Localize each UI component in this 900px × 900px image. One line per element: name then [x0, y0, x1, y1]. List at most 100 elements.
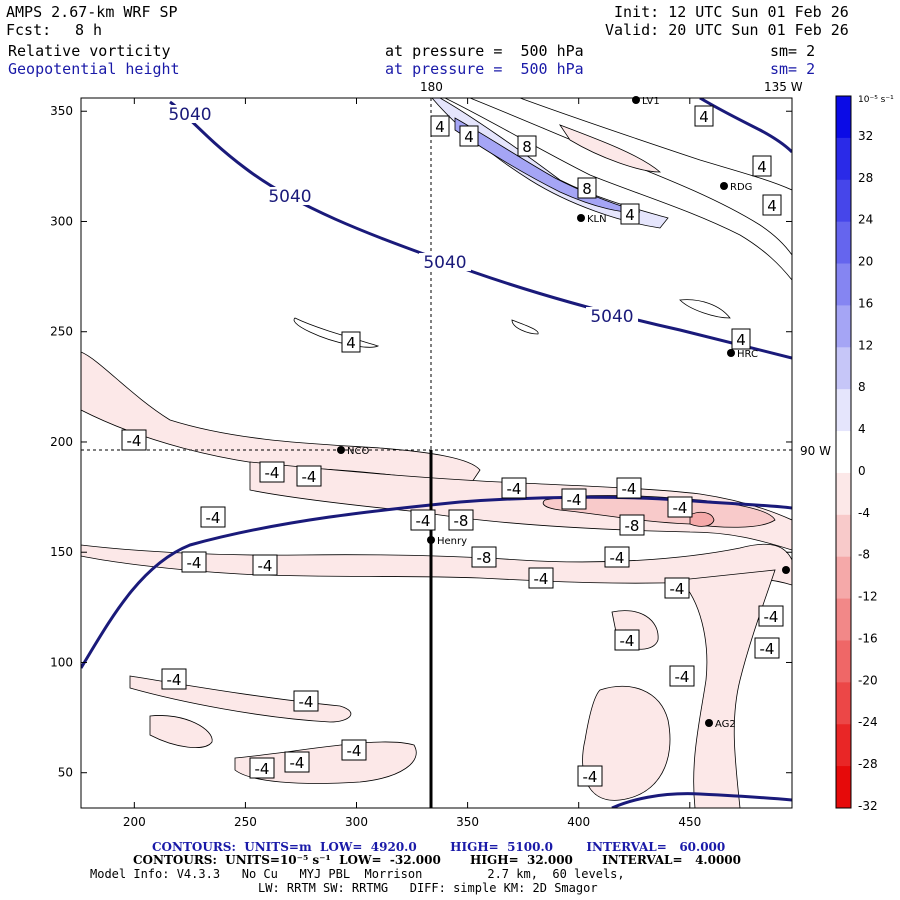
vort-label-box — [161, 668, 187, 690]
vort-label-box — [249, 757, 275, 779]
vort-label-box — [694, 105, 714, 127]
colorbar-label: 8 — [858, 380, 866, 394]
vort-label-box — [752, 155, 772, 177]
pos-vort-core — [454, 117, 641, 213]
vort-label-box — [731, 328, 751, 350]
vort-label-box — [181, 551, 207, 573]
vort-label: 8 — [522, 138, 532, 156]
footer-contours-vort: CONTOURS: UNITS=10⁻⁵ s⁻¹ LOW= -32.000 HI… — [133, 853, 741, 867]
colorbar: 32 28 24 20 16 12 8 4 0 -4 -8 -12 -16 -20 -24 -28 -32 — [835, 95, 878, 813]
vort-label-box — [259, 461, 285, 483]
neg-vort-band-west — [81, 351, 481, 486]
vort-label: -4 — [290, 754, 305, 772]
vort-label-box — [528, 567, 554, 589]
vort-label: -4 — [127, 432, 142, 450]
vort-label: -4 — [583, 768, 598, 786]
x-tick-label: 250 — [234, 815, 257, 829]
colorbar-swatch — [836, 347, 851, 390]
colorbar-swatch — [836, 179, 851, 223]
height-ne — [699, 98, 792, 154]
vort-label-box — [459, 125, 479, 147]
colorbar-label: 20 — [858, 255, 873, 269]
colorbar-label: -28 — [858, 757, 878, 771]
vort-label-box — [430, 115, 450, 137]
vort-label-box — [341, 739, 367, 761]
vort-label: -4 — [673, 499, 688, 517]
sm2: sm= 2 — [770, 60, 816, 78]
neg-vort-sw-2 — [149, 715, 213, 748]
plot-fields — [81, 98, 792, 808]
colorbar-label: 16 — [858, 296, 873, 310]
vort-label-box — [762, 194, 782, 216]
colorbar-label: 24 — [858, 213, 873, 227]
footer-model-info2: LW: RRTM SW: RRTMG DIFF: simple KM: 2D S… — [258, 881, 598, 895]
colorbar-swatch — [836, 598, 851, 641]
y-tick-label: 150 — [50, 545, 73, 559]
vort-label: -4 — [764, 608, 779, 626]
neg-vort-south-blob — [582, 685, 671, 801]
colorbar-label: 0 — [858, 464, 866, 478]
station-dot — [427, 536, 435, 544]
station-dot — [705, 719, 713, 727]
colorbar-label: -12 — [858, 590, 878, 604]
vort-label-box — [664, 577, 690, 599]
colorbar-label: 12 — [858, 338, 873, 352]
height-label: 5040 — [423, 253, 466, 273]
colorbar-swatch — [836, 472, 851, 516]
y-tick-label: 50 — [58, 766, 73, 780]
vort-label: -4 — [167, 671, 182, 689]
vort-label: -8 — [477, 549, 492, 567]
height-label: 5040 — [268, 187, 311, 207]
station-dot — [337, 446, 345, 454]
vort-label-box — [604, 546, 630, 568]
vort-label-box — [293, 690, 319, 712]
station-dot — [632, 96, 640, 104]
colorbar-swatch — [836, 640, 851, 683]
station-label: RDG — [730, 182, 752, 193]
station-dot — [720, 182, 728, 190]
x-tick-label: 200 — [123, 815, 146, 829]
vort-label: 4 — [625, 206, 635, 224]
vort-label: -4 — [416, 512, 431, 530]
lon-180-label: 180 — [420, 80, 443, 94]
colorbar-label: -4 — [858, 506, 870, 520]
colorbar-swatch — [836, 389, 851, 432]
vort-label: -8 — [454, 512, 469, 530]
vort-label: -4 — [255, 760, 270, 778]
vort-label: -4 — [507, 480, 522, 498]
height-label-bg — [586, 307, 638, 325]
vort-label-box — [252, 554, 278, 576]
vort-label: -4 — [302, 468, 317, 486]
vort-label: 4 — [346, 334, 356, 352]
colorbar-swatch — [836, 305, 851, 348]
vort-label-box — [577, 177, 597, 199]
colorbar-label: -24 — [858, 715, 878, 729]
vort-label: -4 — [620, 632, 635, 650]
pos-vort-small-3 — [679, 299, 731, 319]
neg-vort-sw-3 — [234, 741, 417, 784]
vort-label: -4 — [265, 464, 280, 482]
vort-label-box — [121, 429, 147, 451]
vort-label: -4 — [206, 509, 221, 527]
vort-label: -4 — [675, 668, 690, 686]
height-label-bg — [419, 253, 471, 271]
stations: LV1 RDG KLN HRC NCO Henry AG2 — [337, 96, 790, 730]
colorbar-unit: 10⁻⁵ s⁻¹ — [858, 95, 894, 105]
pos-vort-small-1 — [293, 317, 380, 348]
colorbar-label: -32 — [858, 799, 878, 813]
pressure1: at pressure = 500 hPa — [385, 42, 584, 60]
vort-label: -4 — [610, 549, 625, 567]
vort-label: -8 — [625, 517, 640, 535]
x-tick-label: 350 — [456, 815, 479, 829]
neg-vort-trough — [679, 569, 776, 808]
y-tick-label: 350 — [50, 104, 73, 118]
height-5100 — [81, 495, 792, 669]
vort-label: 4 — [736, 331, 746, 349]
field2-name: Geopotential height — [8, 60, 180, 78]
vort-label-box — [754, 637, 780, 659]
vort-label-box — [616, 477, 642, 499]
vort-label: -4 — [299, 693, 314, 711]
colorbar-label: 28 — [858, 171, 873, 185]
